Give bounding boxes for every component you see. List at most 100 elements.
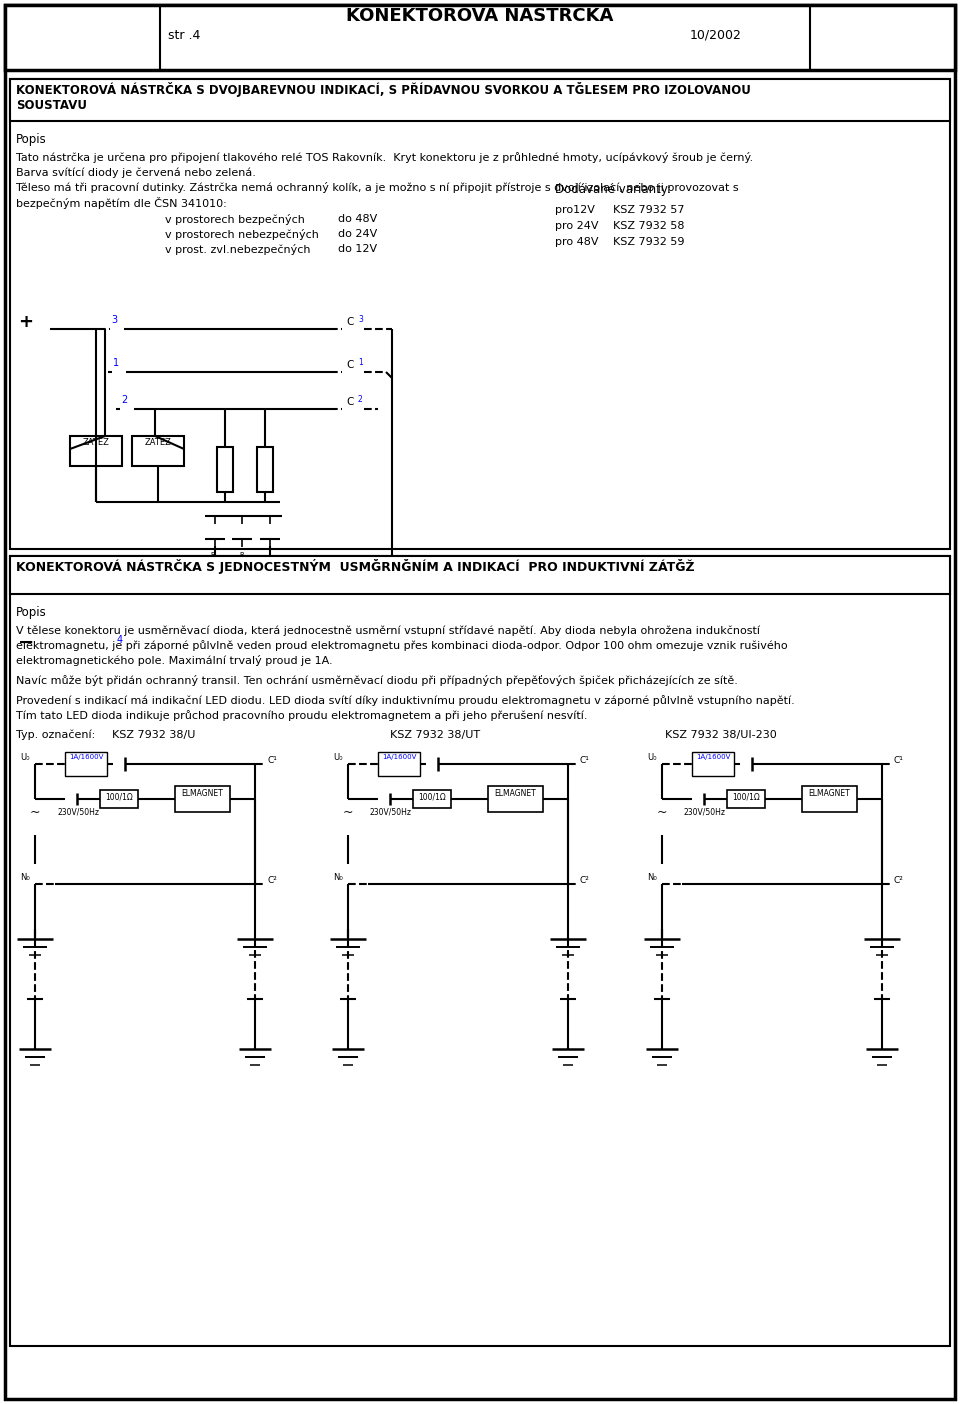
Text: KSZ 7932 57: KSZ 7932 57 [613, 205, 684, 215]
Text: elektromagnetického pole. Maximální trvalý proud je 1A.: elektromagnetického pole. Maximální trva… [16, 656, 332, 665]
Bar [727, 790, 765, 807]
Text: U₀: U₀ [647, 754, 657, 762]
Text: pro 48V: pro 48V [555, 237, 598, 247]
Text: do 48V: do 48V [338, 213, 377, 225]
Text: bezpečným napětím dle ČSN 341010:: bezpečným napětím dle ČSN 341010: [16, 197, 227, 209]
Text: KSZ 7932 38/UT: KSZ 7932 38/UT [390, 730, 480, 740]
Text: Navíc může být přidán ochranný transil. Ten ochrání usměrněvací diodu při případ: Navíc může být přidán ochranný transil. … [16, 675, 738, 687]
Text: ELMAGNET: ELMAGNET [494, 789, 536, 797]
Text: ELMAGNET: ELMAGNET [808, 789, 850, 797]
Text: ZATEZ: ZATEZ [83, 438, 109, 446]
Circle shape [112, 323, 124, 334]
Text: +: + [18, 313, 34, 331]
Text: SOUSTAVU: SOUSTAVU [16, 100, 87, 112]
Text: R: R [240, 552, 245, 557]
Text: Tato nástrčka je určena pro připojení tlakového relé TOS Rakovník.  Kryt konekto: Tato nástrčka je určena pro připojení tl… [16, 152, 754, 163]
Bar [5, 6, 955, 70]
Bar [132, 437, 184, 466]
Circle shape [118, 643, 130, 654]
Text: KSZ 7932 58: KSZ 7932 58 [613, 220, 684, 232]
Text: N₀: N₀ [333, 873, 343, 883]
Text: N₀: N₀ [647, 873, 657, 883]
Circle shape [123, 403, 133, 414]
Text: do 12V: do 12V [338, 244, 377, 254]
Text: 1A/1600V: 1A/1600V [696, 754, 731, 760]
Text: 1: 1 [358, 358, 363, 366]
Bar [692, 753, 734, 776]
Text: −: − [18, 632, 35, 651]
Polygon shape [426, 757, 438, 771]
Text: KONEKTOROVÁ NÁSTRČKA S DVOJBAREVNOU INDIKACÍ, S PŘÍDAVNOU SVORKOU A TĞLESEM PRO : KONEKTOROVÁ NÁSTRČKA S DVOJBAREVNOU INDI… [16, 81, 751, 97]
Text: C²: C² [267, 876, 276, 885]
Text: C: C [346, 397, 353, 407]
Text: C¹: C¹ [580, 755, 589, 765]
Text: ZATEZ: ZATEZ [145, 438, 172, 446]
Text: ~: ~ [657, 806, 667, 819]
Text: 4: 4 [117, 635, 123, 644]
Polygon shape [113, 757, 125, 771]
Text: 230V/50Hz: 230V/50Hz [57, 807, 99, 817]
Text: C²: C² [894, 876, 904, 885]
Text: 3: 3 [358, 314, 363, 324]
Text: pro 24V: pro 24V [555, 220, 598, 232]
Text: KONEKTOROVÁ NÁSTRČKA: KONEKTOROVÁ NÁSTRČKA [347, 7, 613, 25]
Text: Typ. označení:: Typ. označení: [16, 730, 95, 740]
Text: 2: 2 [358, 395, 363, 404]
Text: v prostorech nebezpečných: v prostorech nebezpečných [165, 229, 319, 240]
Text: Popis: Popis [16, 133, 47, 146]
Text: U₀: U₀ [20, 754, 30, 762]
Polygon shape [692, 793, 704, 804]
Bar [10, 79, 950, 549]
Text: 100/1Ω: 100/1Ω [732, 792, 760, 802]
Text: 230V/50Hz: 230V/50Hz [684, 807, 726, 817]
Text: C: C [346, 317, 353, 327]
Text: 10/2002: 10/2002 [690, 29, 742, 42]
Polygon shape [740, 757, 752, 771]
Text: KSZ 7932 59: KSZ 7932 59 [613, 237, 684, 247]
Bar [10, 556, 950, 1346]
Bar [100, 790, 138, 807]
Bar [217, 446, 233, 491]
Text: KSZ 7932 38/UI-230: KSZ 7932 38/UI-230 [665, 730, 777, 740]
Text: 1: 1 [113, 358, 119, 368]
Text: KSZ 7932 38/U: KSZ 7932 38/U [112, 730, 196, 740]
Text: 1A/1600V: 1A/1600V [382, 754, 417, 760]
Text: 2: 2 [121, 395, 127, 404]
Text: U₀: U₀ [333, 754, 343, 762]
Text: 3: 3 [111, 314, 117, 324]
Text: C²: C² [580, 876, 589, 885]
Polygon shape [260, 524, 280, 539]
Bar [413, 790, 451, 807]
Polygon shape [378, 793, 390, 804]
Text: pro12V: pro12V [555, 205, 595, 215]
Text: N₀: N₀ [20, 873, 30, 883]
Text: V tělese konektoru je usměrněvací dioda, která jednocestně usměrní vstupní stříd: V tělese konektoru je usměrněvací dioda,… [16, 625, 760, 636]
Bar [802, 786, 857, 812]
Bar [10, 79, 950, 121]
Text: elektromagnetu, je při záporné půlvlně veden proud elektromagnetu přes kombinaci: elektromagnetu, je při záporné půlvlně v… [16, 640, 787, 651]
Bar [65, 753, 107, 776]
Text: 230V/50Hz: 230V/50Hz [370, 807, 412, 817]
Text: Těleso má tři pracovní dutinky. Zástrčka nemá ochranný kolík, a je možno s ní př: Těleso má tři pracovní dutinky. Zástrčka… [16, 183, 738, 192]
Bar [10, 556, 950, 594]
Text: KONEKTOROVÁ NÁSTRČKA S JEDNOCESTNÝM  USMĞRNĞNÍM A INDIKACÍ  PRO INDUKTIVNÍ ZÁTĞŽ: KONEKTOROVÁ NÁSTRČKA S JEDNOCESTNÝM USMĞ… [16, 559, 695, 574]
Bar [488, 786, 543, 812]
Text: 1A/1600V: 1A/1600V [69, 754, 103, 760]
Text: 100/1Ω: 100/1Ω [419, 792, 445, 802]
Text: ~: ~ [30, 806, 40, 819]
Polygon shape [205, 524, 225, 539]
Text: Provedení s indikací má indikační LED diodu. LED dioda svítí díky induktivnímu p: Provedení s indikací má indikační LED di… [16, 695, 795, 706]
Circle shape [114, 366, 126, 378]
Text: Dodávané varianty:: Dodávané varianty: [555, 183, 671, 197]
Text: v prost. zvl.nebezpečných: v prost. zvl.nebezpečných [165, 244, 310, 256]
Bar [175, 786, 230, 812]
Text: C¹: C¹ [894, 755, 904, 765]
Text: Barva svítící diody je červená nebo zelená.: Barva svítící diody je červená nebo zele… [16, 167, 256, 177]
Text: R: R [210, 552, 215, 557]
Text: Popis: Popis [16, 607, 47, 619]
Text: C: C [346, 359, 353, 371]
Text: v prostorech bezpečných: v prostorech bezpečných [165, 213, 305, 225]
Polygon shape [65, 793, 77, 804]
Text: C¹: C¹ [267, 755, 276, 765]
Text: ~: ~ [343, 806, 353, 819]
